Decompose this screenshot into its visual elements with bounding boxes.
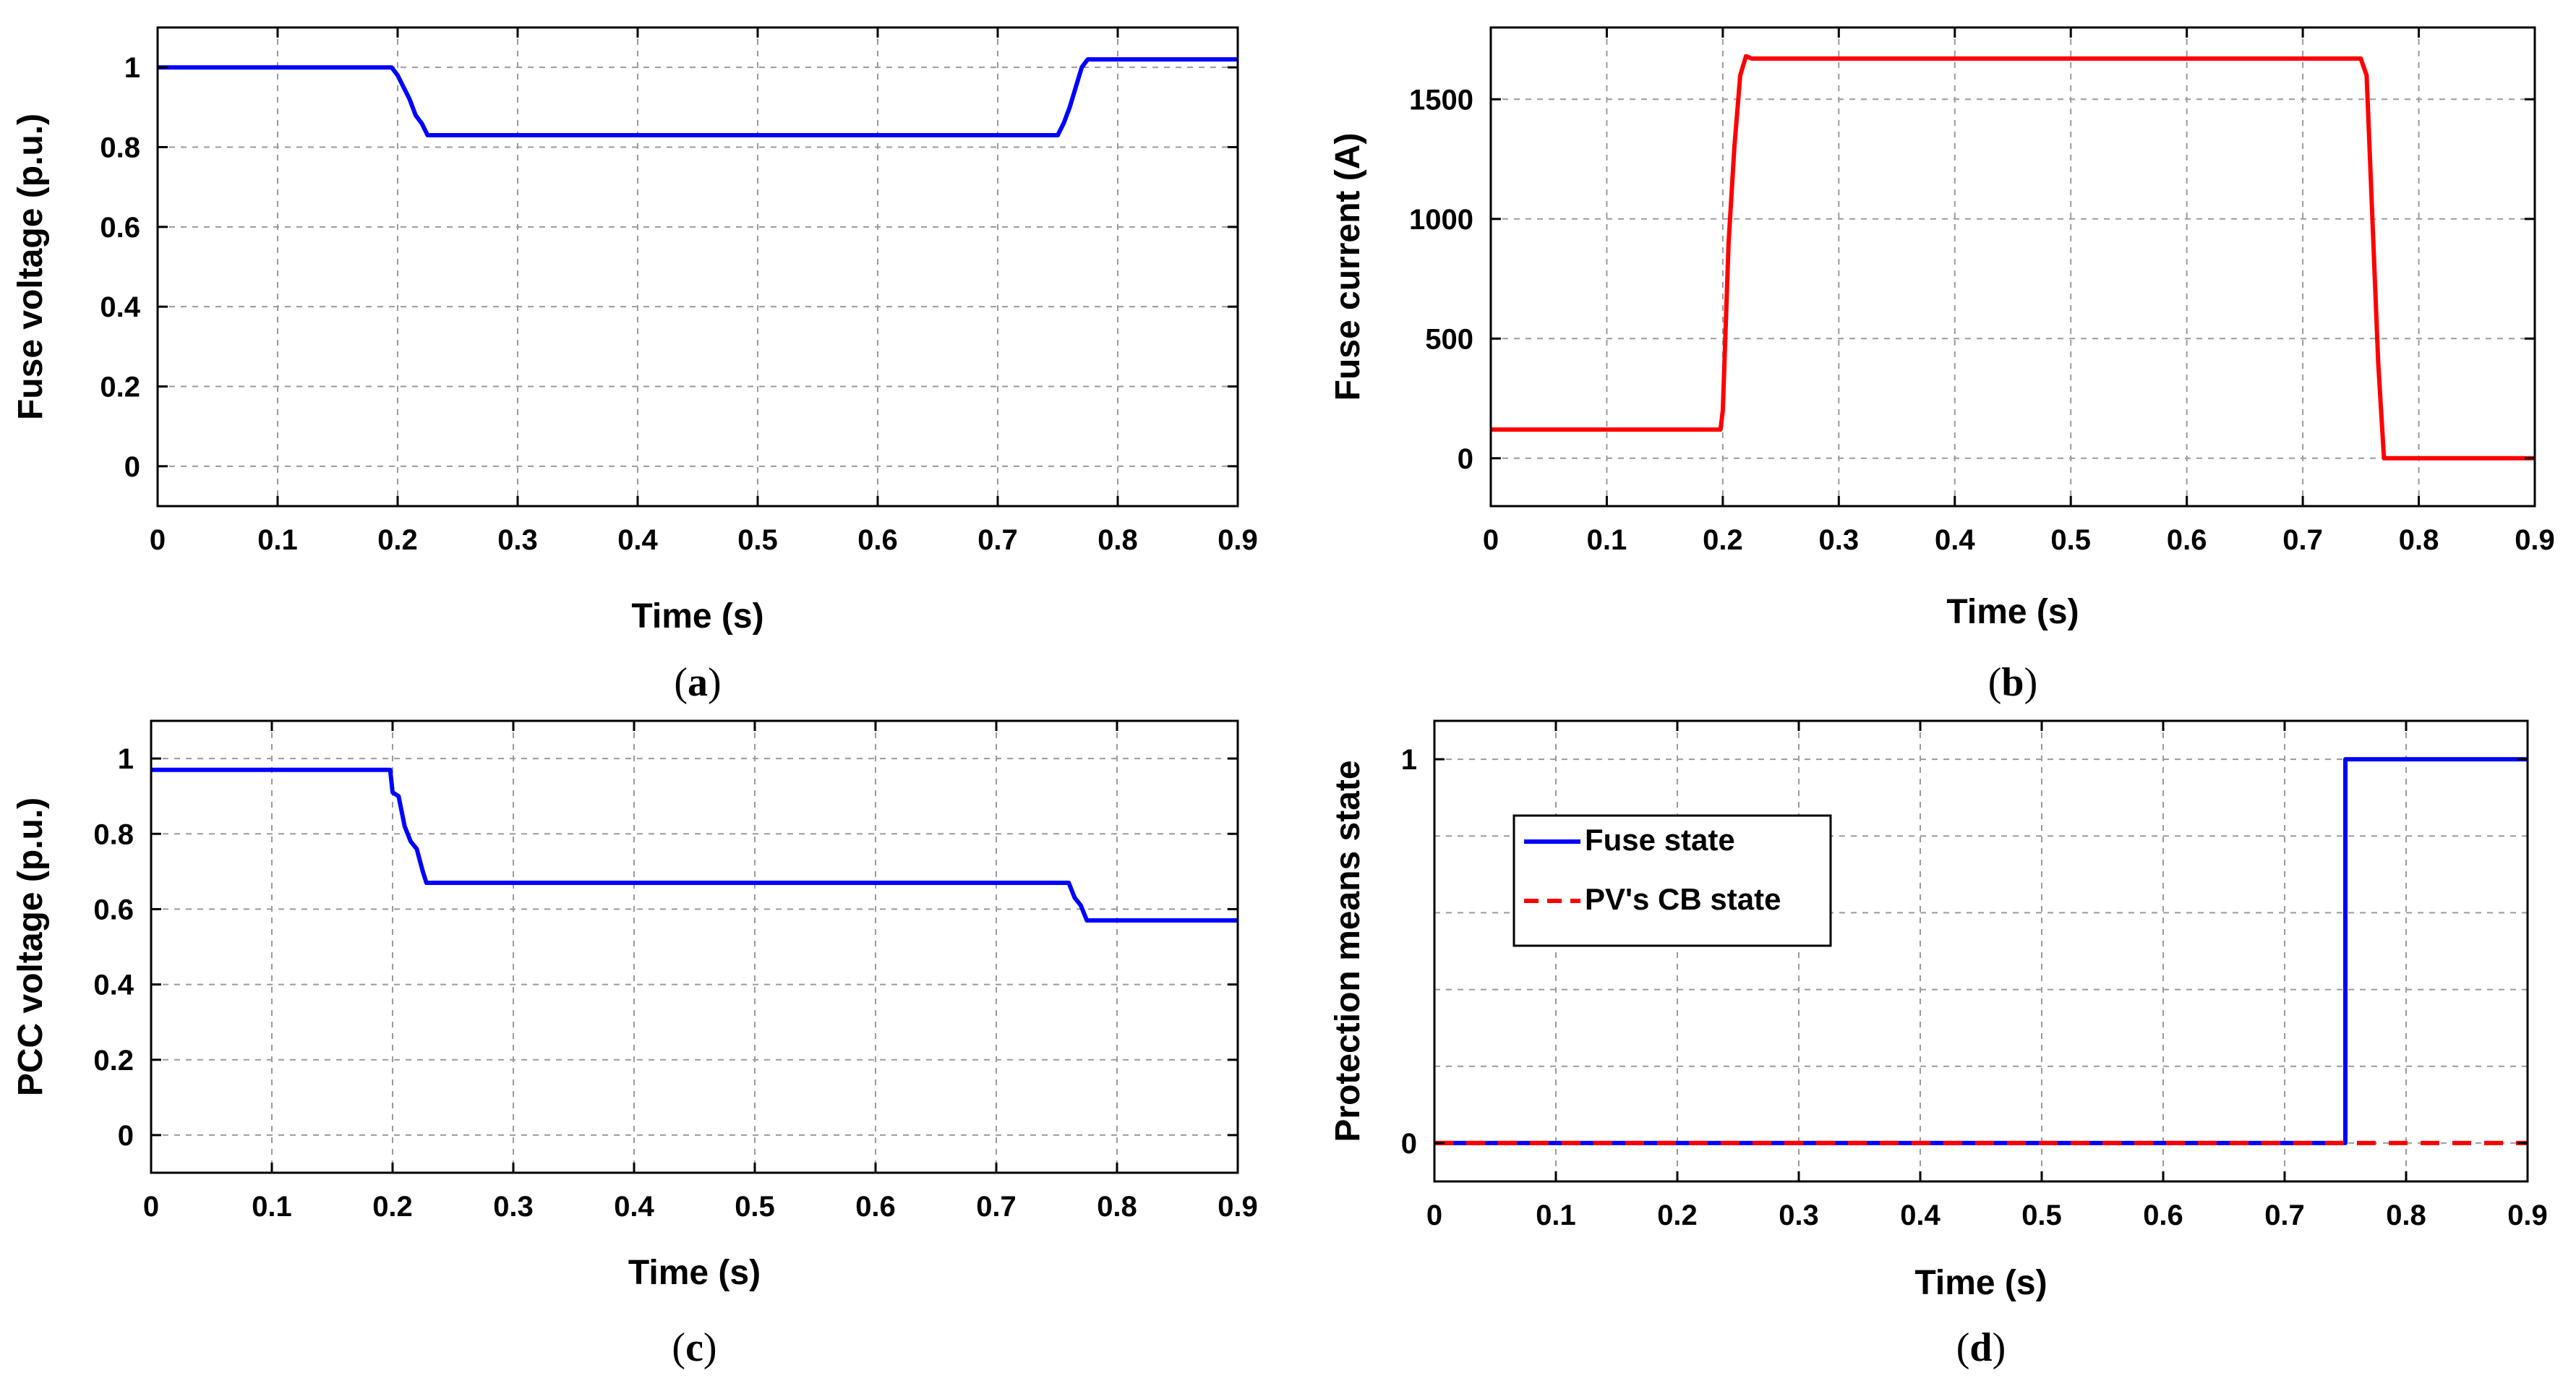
x-tick-label: 0.8 [1097,524,1138,556]
x-tick-label: 0.1 [252,1191,292,1223]
x-tick-label: 0.6 [857,524,898,556]
y-tick-label: 0.8 [93,818,134,850]
x-tick-label: 0.9 [2515,524,2555,556]
y-axis-label: Fuse voltage (p.u.) [12,114,50,420]
x-tick-label: 0 [1483,524,1499,556]
x-tick-label: 0.6 [2143,1200,2183,1231]
x-tick-label: 0.3 [1819,524,1860,556]
x-tick-label: 0.2 [377,524,418,556]
x-tick-label: 0.1 [1587,524,1627,556]
plot-frame [150,719,1239,1174]
x-tick-label: 0.7 [2282,524,2323,556]
y-tick-label: 1 [124,52,140,84]
y-axis-label: Protection means state [1329,760,1367,1142]
x-tick-label: 0 [150,524,166,556]
plot-frame [1433,719,2529,1183]
y-tick-label: 0.8 [100,132,140,164]
x-tick-label: 0.6 [2167,524,2207,556]
x-tick-label: 0.7 [976,1191,1017,1223]
legend-label-1: Fuse state [1585,823,1735,857]
x-tick-label: 0.7 [977,524,1018,556]
x-axis-label: Time (s) [631,597,763,636]
panel-caption-letter: b [2001,660,2024,705]
panel-caption: (d) [1956,1325,2006,1370]
series-line-1 [158,57,1238,137]
y-axis-label: Fuse current (A) [1329,133,1367,401]
x-tick-label: 0.4 [1935,524,1975,556]
x-tick-label: 0.9 [1218,1191,1258,1223]
x-tick-label: 0.5 [737,524,778,556]
y-tick-label: 0 [1401,1128,1417,1160]
legend-label-2: PV's CB state [1585,882,1781,916]
x-tick-label: 0.4 [617,524,658,556]
legend-box [1512,814,1832,947]
y-tick-label: 1000 [1409,204,1473,236]
y-tick-label: 0.2 [93,1045,134,1077]
panel-caption-letter: c [685,1325,703,1370]
y-tick-label: 0 [124,451,140,483]
plot-frame [156,26,1239,508]
x-axis-label: Time (s) [1914,1264,2047,1302]
y-tick-label: 0.2 [100,372,140,403]
x-axis-label: Time (s) [628,1254,761,1292]
y-tick-label: 0.4 [93,970,134,1001]
y-tick-label: 0 [118,1120,134,1152]
series-line-1 [1491,54,2535,461]
panel-caption-letter: a [688,660,708,705]
x-axis-label: Time (s) [1946,593,2079,631]
panel-caption: (c) [672,1325,716,1370]
y-tick-label: 0.6 [100,212,140,244]
x-tick-label: 0.8 [1097,1191,1137,1223]
x-tick-label: 0.6 [855,1191,896,1223]
y-tick-label: 0.6 [93,894,134,925]
x-tick-label: 0.9 [1218,524,1258,556]
legend: Fuse state PV's CB state [1512,814,1832,947]
panel-caption: (b) [1988,660,2037,705]
y-tick-label: 1500 [1409,84,1473,116]
x-tick-label: 0.4 [1900,1200,1940,1231]
x-tick-label: 0.7 [2264,1200,2305,1231]
x-tick-label: 0.2 [1703,524,1743,556]
x-tick-label: 0.8 [2399,524,2439,556]
y-tick-label: 0.4 [100,291,140,323]
y-tick-label: 1 [118,743,134,775]
x-tick-label: 0.3 [1779,1200,1819,1231]
x-tick-label: 0 [143,1191,159,1223]
x-tick-label: 0.1 [1536,1200,1576,1231]
x-tick-label: 0.9 [2507,1200,2548,1231]
chart-c: 0 0.1 0.2 0.3 0.4 0.5 0.6 0.7 0.8 0.9 0 0.2 0.4 0.6 0.… [12,719,1258,1370]
series-line-1 [151,767,1238,923]
x-tick-label: 0.4 [614,1191,654,1223]
chart-d: 0 0.1 0.2 0.3 0.4 0.5 0.6 0.7 0.8 0.9 0 1 Time (s) Pr… [1329,719,2548,1370]
y-tick-label: 0 [1458,443,1473,475]
x-tick-label: 0.5 [735,1191,775,1223]
x-tick-label: 0.1 [257,524,298,556]
panel-caption: (a) [674,660,721,705]
chart-a: 0 0.1 0.2 0.3 0.4 0.5 0.6 0.7 0.8 0.9 0 0.2 0.4 0.6 0.… [12,26,1258,705]
x-tick-label: 0.2 [372,1191,413,1223]
x-tick-label: 0.3 [493,1191,534,1223]
plot-frame [1489,26,2536,508]
x-tick-label: 0.5 [2021,1200,2062,1231]
y-axis-label: PCC voltage (p.u.) [12,798,50,1096]
x-tick-label: 0.8 [2386,1200,2426,1231]
chart-b: 0 0.1 0.2 0.3 0.4 0.5 0.6 0.7 0.8 0.9 0 500 1000 1500… [1329,26,2555,705]
x-tick-label: 0 [1426,1200,1442,1231]
x-tick-label: 0.3 [497,524,538,556]
y-tick-label: 1 [1401,744,1417,776]
x-tick-label: 0.5 [2050,524,2091,556]
x-tick-label: 0.2 [1657,1200,1698,1231]
y-tick-label: 500 [1425,323,1473,355]
panel-caption-letter: d [1969,1325,1992,1370]
